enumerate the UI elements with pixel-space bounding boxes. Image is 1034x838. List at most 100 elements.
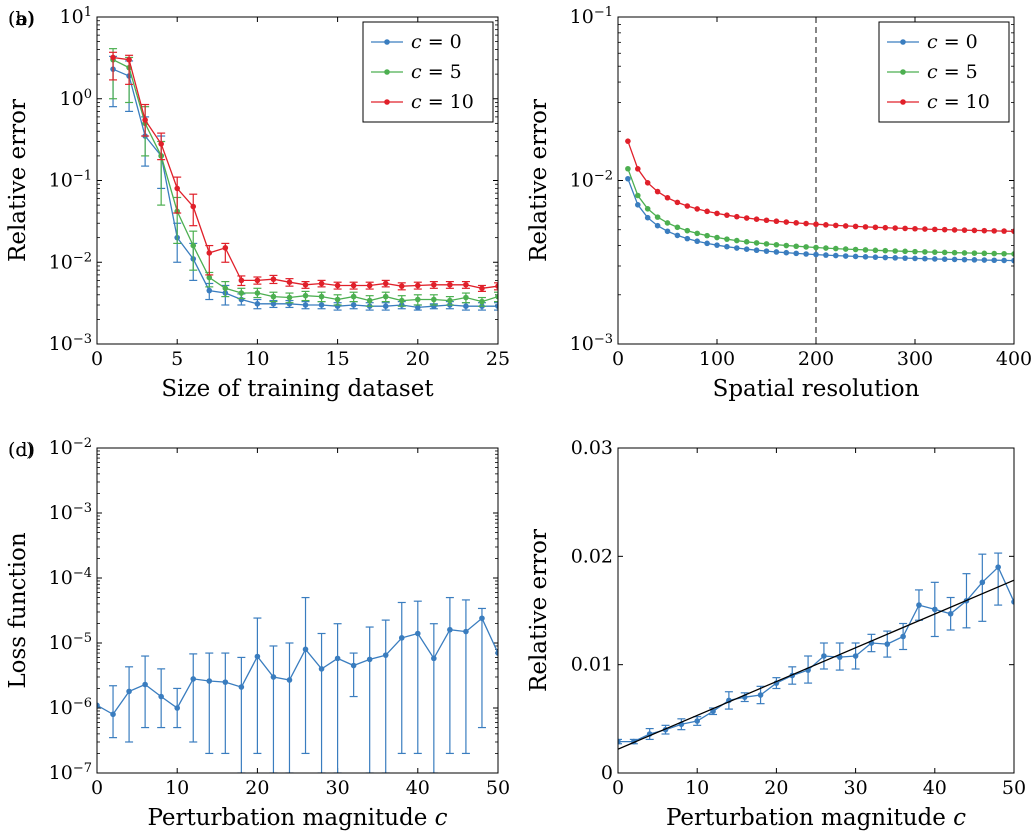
data-point xyxy=(714,242,720,248)
data-point xyxy=(882,254,889,261)
x-tick-label: 40 xyxy=(406,777,430,799)
legend-variable: c xyxy=(411,61,422,83)
data-point xyxy=(270,276,277,283)
data-point xyxy=(625,138,631,144)
data-point xyxy=(674,224,681,231)
x-axis-label-text: Perturbation magnitude xyxy=(666,805,946,831)
data-point xyxy=(302,302,309,308)
data-point xyxy=(743,246,750,252)
legend-value: 5 xyxy=(450,61,462,83)
data-point xyxy=(174,185,180,192)
legend-value: 0 xyxy=(450,31,462,53)
plot-area xyxy=(109,48,498,311)
data-point xyxy=(995,564,1001,570)
data-point xyxy=(479,298,485,305)
data-point xyxy=(783,219,790,225)
data-point xyxy=(398,283,405,289)
data-point xyxy=(757,692,764,698)
data-point xyxy=(704,232,710,239)
x-axis-label: Spatial resolution xyxy=(713,376,920,402)
y-axis-label: Relative error xyxy=(5,99,31,262)
data-point xyxy=(734,245,740,251)
data-point xyxy=(694,206,700,212)
data-point xyxy=(763,248,770,254)
axes-frame xyxy=(617,447,1015,774)
data-point xyxy=(270,301,277,307)
data-point xyxy=(1001,257,1007,264)
legend-marker xyxy=(384,99,390,105)
x-axis-variable: c xyxy=(953,805,966,831)
y-tick-label: 0.02 xyxy=(571,545,613,567)
series-line xyxy=(618,566,1014,743)
legend-variable: c xyxy=(927,91,938,113)
y-tick-label: 10−1 xyxy=(570,5,613,29)
data-point xyxy=(916,602,922,608)
data-point xyxy=(991,250,997,257)
data-point xyxy=(495,303,498,309)
legend-value: 10 xyxy=(450,91,474,113)
legend-label: c = 0 xyxy=(411,31,462,53)
data-point xyxy=(366,297,373,304)
data-point xyxy=(862,247,869,253)
data-point xyxy=(1011,257,1014,264)
legend-label: c = 10 xyxy=(927,91,990,113)
data-point xyxy=(479,285,485,292)
data-point xyxy=(724,243,730,250)
data-point xyxy=(724,212,730,218)
data-point xyxy=(912,225,918,232)
data-point xyxy=(793,243,799,250)
x-axis-label-text: Perturbation magnitude xyxy=(147,805,427,831)
data-point xyxy=(382,293,389,300)
data-point xyxy=(302,646,309,653)
series-c0 xyxy=(618,552,1014,745)
series-c0 xyxy=(97,596,498,773)
x-tick-label: 20 xyxy=(245,777,269,799)
data-point xyxy=(618,738,621,745)
data-point xyxy=(318,302,325,308)
legend-value: 0 xyxy=(966,31,978,53)
y-tick-label: 101 xyxy=(60,5,92,29)
x-tick-label: 300 xyxy=(897,348,933,370)
legend-entry: c = 10 xyxy=(371,91,474,113)
panel-label: (d) xyxy=(8,439,35,461)
data-point xyxy=(951,227,958,233)
data-point xyxy=(842,223,849,229)
data-point xyxy=(644,214,651,221)
y-axis-label: Relative error xyxy=(526,529,552,692)
legend-marker xyxy=(384,69,390,75)
legend-entry: c = 0 xyxy=(887,31,978,53)
data-point xyxy=(979,579,986,586)
data-point xyxy=(773,218,780,225)
data-point xyxy=(635,166,641,172)
data-point xyxy=(270,293,277,300)
series-line xyxy=(97,617,498,716)
data-point xyxy=(704,240,710,247)
data-point xyxy=(286,677,293,683)
data-point xyxy=(334,282,341,289)
y-tick-label: 10−6 xyxy=(49,696,92,720)
legend-entry: c = 5 xyxy=(371,61,462,83)
data-point xyxy=(302,292,309,299)
data-point xyxy=(902,255,908,261)
data-point xyxy=(743,215,750,221)
legend-value: 10 xyxy=(966,91,990,113)
data-point xyxy=(971,250,978,256)
data-point xyxy=(833,252,839,259)
data-point xyxy=(206,287,213,294)
data-point xyxy=(350,293,357,300)
data-point xyxy=(704,208,710,215)
data-point xyxy=(684,203,691,209)
y-tick-label: 0 xyxy=(601,762,613,784)
data-point xyxy=(158,141,164,147)
data-point xyxy=(813,244,819,251)
y-tick-label: 10−4 xyxy=(49,566,92,590)
data-point xyxy=(900,633,906,640)
data-point xyxy=(823,245,829,251)
data-point xyxy=(793,250,799,257)
data-point xyxy=(254,290,261,296)
data-point xyxy=(664,220,671,226)
data-point xyxy=(941,249,948,256)
data-point xyxy=(991,228,997,234)
legend-marker xyxy=(900,99,906,105)
data-point xyxy=(813,221,819,228)
